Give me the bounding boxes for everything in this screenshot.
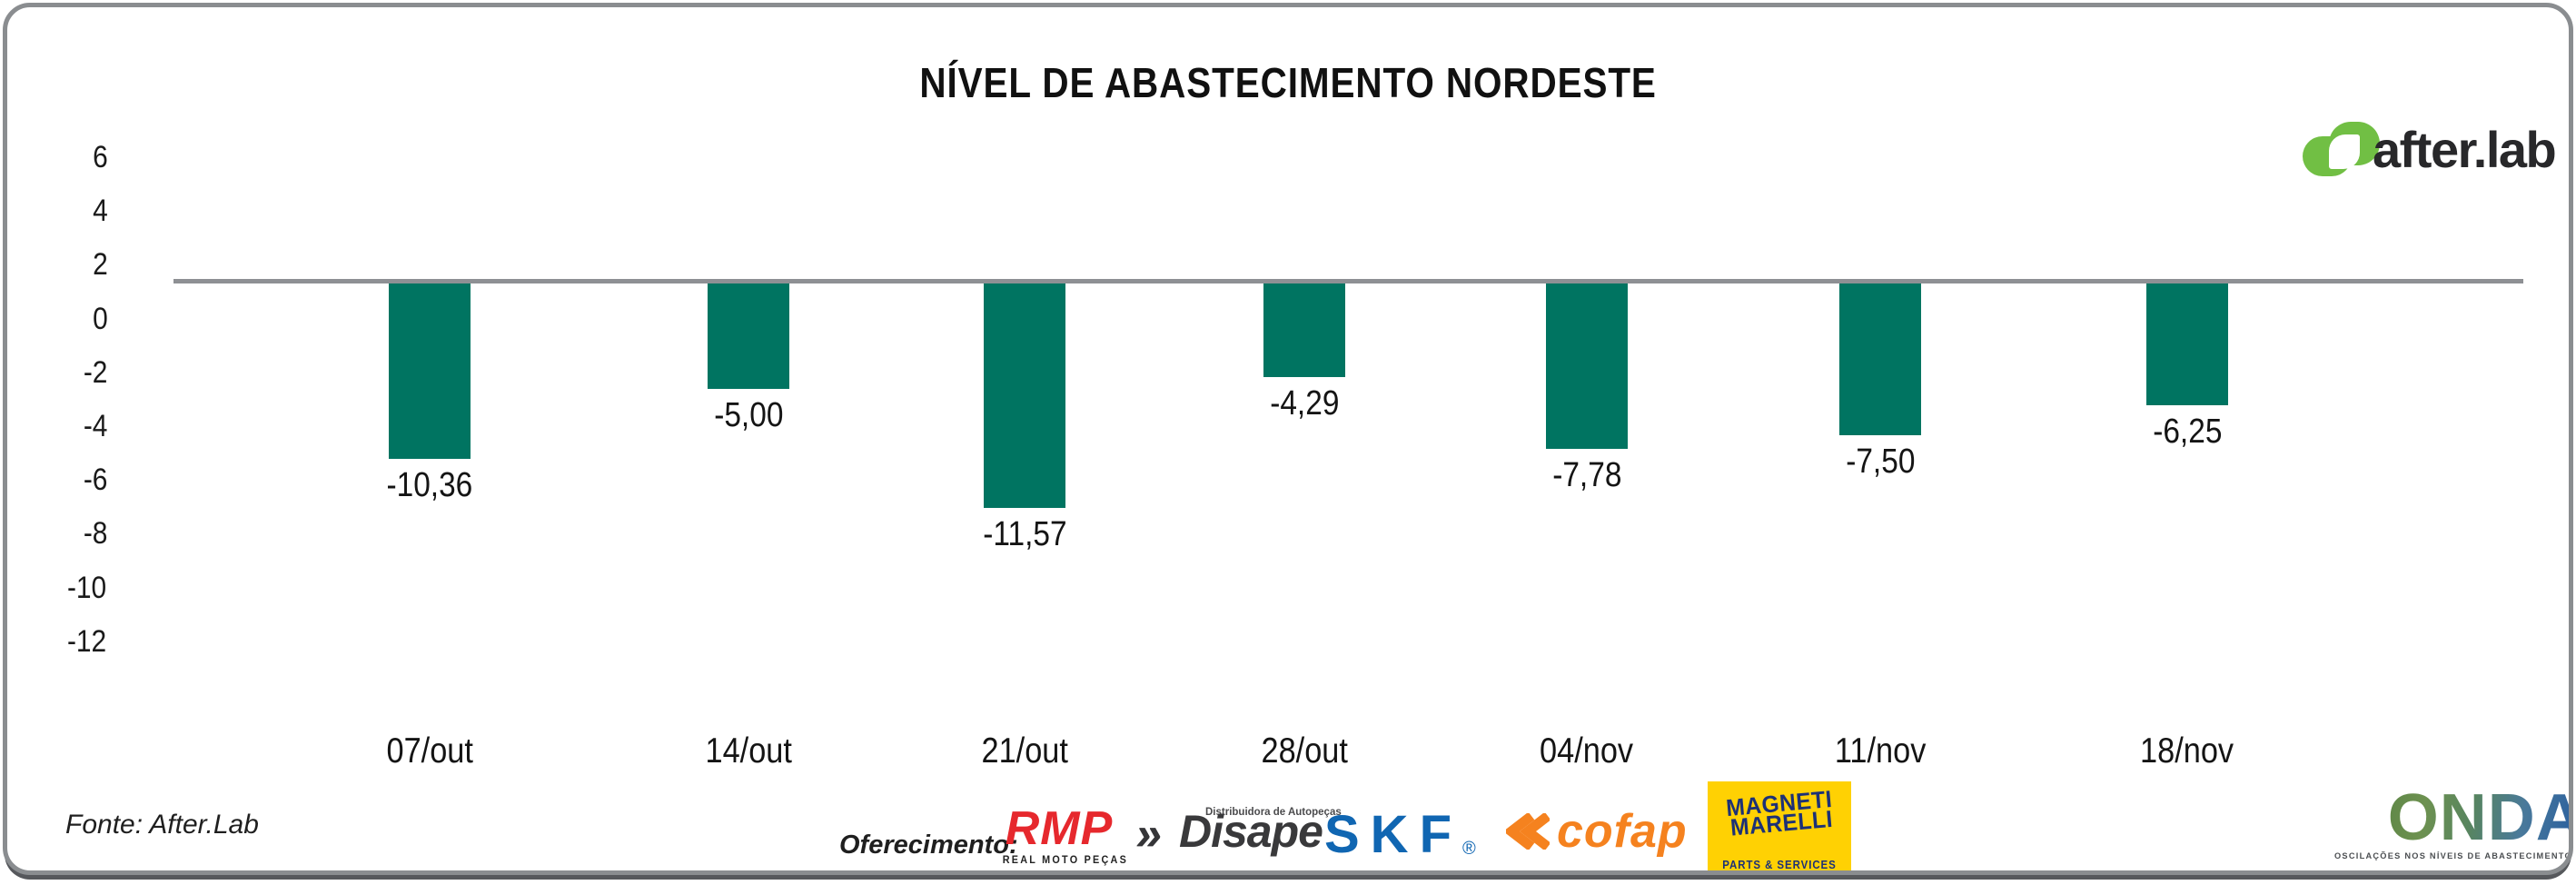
x-axis-label-text: 18/nov <box>2140 731 2234 771</box>
rmp-logo: RMP REAL MOTO PEÇAS <box>996 802 1126 868</box>
x-axis-label-text: 11/nov <box>1834 731 1927 771</box>
y-axis-tick: -2 <box>33 353 109 392</box>
bar <box>1546 283 1628 449</box>
x-axis-label: 04/nov <box>1478 731 1696 771</box>
disape-tagline: Distribuidora de Autopeças <box>1205 807 1342 818</box>
x-axis-label: 21/out <box>916 731 1134 771</box>
y-axis-tick: -10 <box>33 569 109 607</box>
rmp-tagline: REAL MOTO PEÇAS <box>1002 853 1129 866</box>
disape-wordmark: Disape <box>1179 806 1323 857</box>
afterlab-leaf-white-icon <box>2329 134 2360 169</box>
onda-wordmark: ONDA <box>2334 785 2569 850</box>
cofap-logo: cofap <box>1506 807 1688 856</box>
bar <box>389 283 471 459</box>
y-axis-tick-text: 6 <box>93 140 108 174</box>
skf-logo: SKF ® <box>1324 805 1476 864</box>
bar-value-text: -4,29 <box>1269 384 1340 423</box>
y-axis-tick: -6 <box>33 461 109 499</box>
y-axis-tick: -4 <box>33 407 109 445</box>
disape-chevrons-icon: » <box>1132 808 1166 860</box>
sponsorship-label: Oferecimento: <box>839 830 1018 860</box>
bar-value-text: -10,36 <box>386 466 473 504</box>
y-axis-tick-text: -12 <box>66 623 107 659</box>
y-axis-tick-text: 4 <box>93 194 108 229</box>
rmp-wordmark: RMP <box>1005 802 1114 855</box>
x-axis-label: 18/nov <box>2078 731 2296 771</box>
magneti-marelli-logo: MAGNETI MARELLI PARTS & SERVICES <box>1708 781 1851 871</box>
y-axis-tick: -8 <box>33 514 109 552</box>
bar <box>1263 283 1345 377</box>
x-axis-label: 07/out <box>321 731 539 771</box>
chart-title: NÍVEL DE ABASTECIMENTO NORDESTE <box>7 58 2569 107</box>
y-axis-tick: 6 <box>33 138 109 176</box>
skf-wordmark: SKF <box>1324 805 1462 864</box>
x-axis-label: 11/nov <box>1771 731 1989 771</box>
magneti-marelli-line2: MARELLI <box>1729 804 1835 841</box>
y-axis-tick: 2 <box>33 245 109 283</box>
skf-registered-icon: ® <box>1462 839 1476 859</box>
x-axis-label-text: 14/out <box>705 731 792 771</box>
bar <box>2146 283 2228 405</box>
onda-tagline: OSCILAÇÕES NOS NÍVEIS DE ABASTECIMENTO E… <box>2334 851 2572 861</box>
bar-value-text: -11,57 <box>982 515 1067 553</box>
y-axis-tick-text: -10 <box>66 570 107 605</box>
onda-logo: ONDA OSCILAÇÕES NOS NÍVEIS DE ABASTECIME… <box>2334 785 2572 861</box>
chart-title-text: NÍVEL DE ABASTECIMENTO NORDESTE <box>919 59 1657 106</box>
y-axis-tick: 4 <box>33 192 109 230</box>
zero-baseline <box>173 279 2523 283</box>
source-note: Fonte: After.Lab <box>65 810 259 840</box>
x-axis-label-text: 07/out <box>386 731 473 771</box>
bar-value-label: -7,50 <box>1771 442 1989 481</box>
y-axis-tick: 0 <box>33 300 109 338</box>
x-axis-label: 28/out <box>1195 731 1413 771</box>
bar <box>1839 283 1921 435</box>
bar-value-text: -5,00 <box>713 396 784 434</box>
y-axis-tick-text: -8 <box>83 516 108 552</box>
y-axis-tick-text: -4 <box>83 409 108 443</box>
bar-value-text: -6,25 <box>2152 413 2223 451</box>
y-axis-tick-text: -6 <box>83 462 108 498</box>
cofap-wordmark: cofap <box>1557 805 1688 858</box>
y-axis-tick-text: 0 <box>93 301 108 336</box>
y-axis-tick: -12 <box>33 622 109 661</box>
magneti-marelli-tagline: PARTS & SERVICES <box>1722 859 1837 871</box>
y-axis-tick-text: -2 <box>83 354 108 390</box>
bar-value-text: -7,78 <box>1551 456 1622 494</box>
bar <box>708 283 789 389</box>
bar-value-label: -5,00 <box>639 396 857 434</box>
bar-value-label: -4,29 <box>1195 384 1413 423</box>
bar <box>984 283 1065 508</box>
afterlab-wordmark: after.lab <box>2373 121 2557 178</box>
bar-value-label: -11,57 <box>916 515 1134 553</box>
cofap-arrow-icon <box>1506 813 1550 850</box>
x-axis-label-text: 04/nov <box>1540 731 1634 771</box>
bar-value-text: -7,50 <box>1845 442 1916 481</box>
x-axis-label-text: 28/out <box>1261 731 1348 771</box>
bar-value-label: -10,36 <box>321 466 539 504</box>
x-axis-label: 14/out <box>639 731 857 771</box>
x-axis-label-text: 21/out <box>981 731 1068 771</box>
bar-value-label: -7,78 <box>1478 456 1696 494</box>
y-axis-tick-text: 2 <box>93 247 108 283</box>
bar-value-label: -6,25 <box>2078 413 2296 451</box>
chart-canvas: NÍVEL DE ABASTECIMENTO NORDESTE after.la… <box>3 3 2573 875</box>
